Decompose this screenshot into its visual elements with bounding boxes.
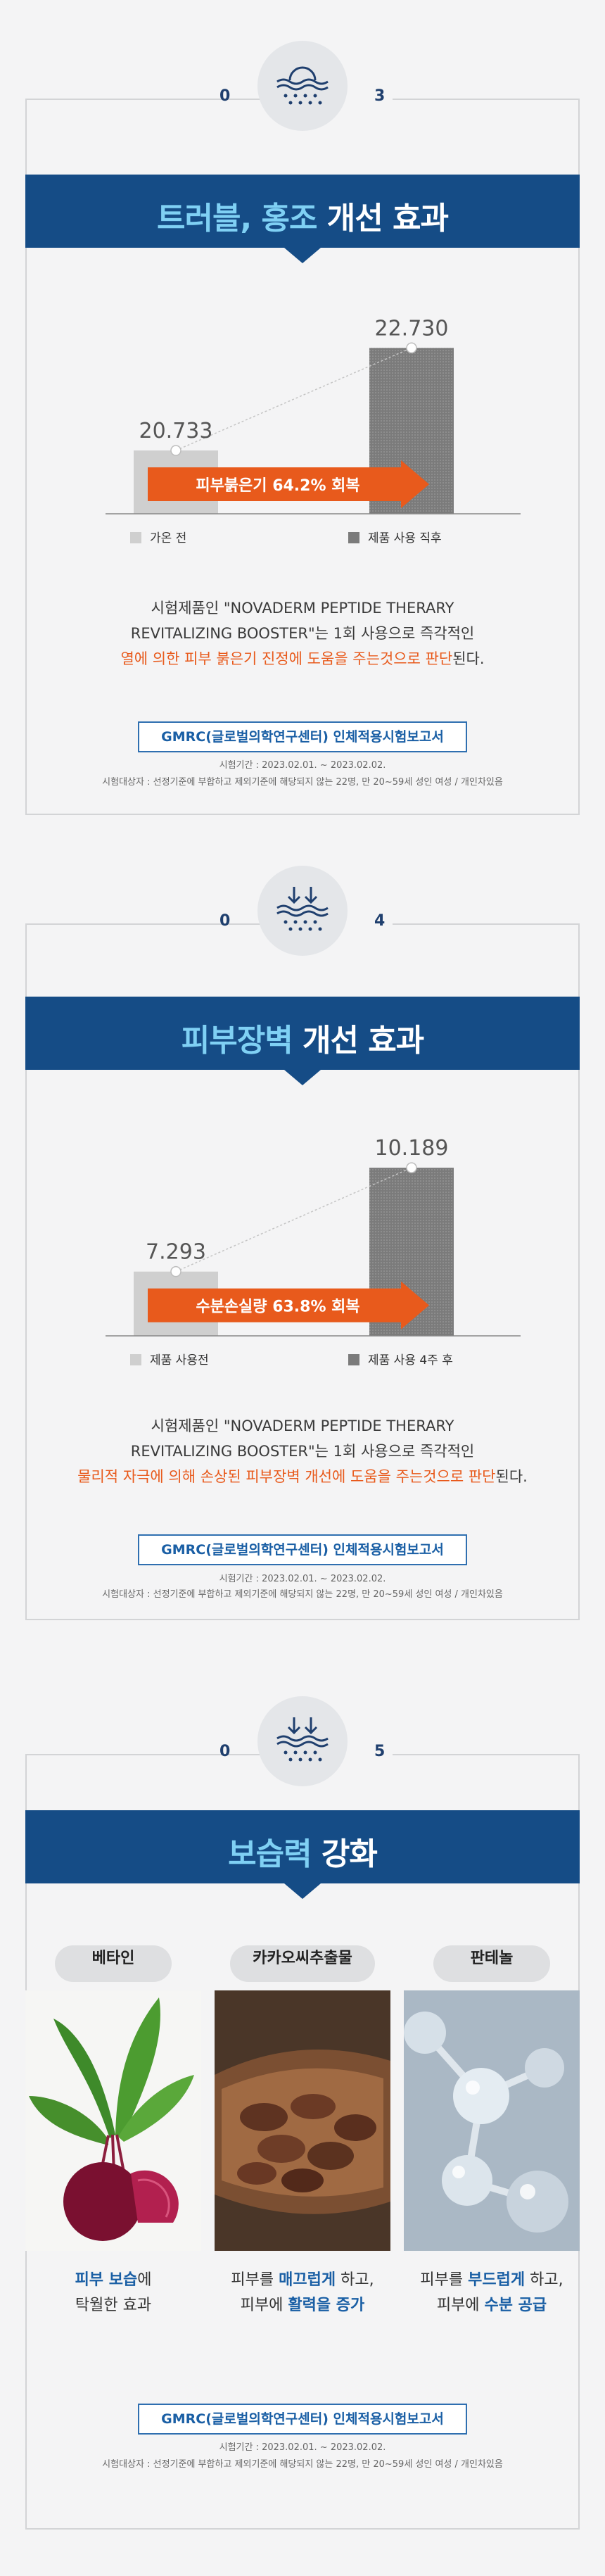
badge: [257, 866, 348, 956]
badge: [257, 1696, 348, 1786]
cacao-photo: [215, 1990, 390, 2251]
description: 시험제품인 "NOVADERM PEPTIDE THERARY REVITALI…: [120, 600, 485, 667]
trend-line: [175, 1167, 412, 1273]
section-05: 0 5 보습력 강화 베타인 피부 보습에: [0, 1654, 605, 2576]
value-label: 7.293: [146, 1240, 206, 1265]
section-title: 트러블, 홍조 개선 효과: [157, 201, 449, 236]
arrow-label: 수분손실량 63.8% 회복: [196, 1299, 359, 1316]
legend-swatch: [130, 1354, 141, 1365]
section-number-right: 3: [374, 87, 386, 105]
section-number-left: 0: [219, 1743, 231, 1760]
value-label: 20.733: [139, 419, 213, 443]
description: 시험제품인 "NOVADERM PEPTIDE THERARY REVITALI…: [77, 1418, 528, 1485]
category-label: 제품 사용 직후: [368, 531, 442, 545]
category-label: 제품 사용전: [150, 1353, 209, 1368]
legend-swatch: [348, 532, 359, 543]
arrow-label: 피부붉은기 64.2% 회복: [196, 477, 359, 495]
value-label: 22.730: [375, 316, 449, 341]
arrows-wave-icon: [276, 1717, 329, 1762]
section-title-banner: 피부장벽 개선 효과: [25, 997, 580, 1070]
betaine-photo: [25, 1990, 201, 2251]
ingredient-desc: 피부를 매끄럽게 하고, 피부에 활력을 증가: [231, 2271, 374, 2314]
arrows-wave-icon: [276, 887, 329, 931]
test-period: 시험기간 : 2023.02.01. ~ 2023.02.02.: [219, 2442, 386, 2453]
report-badge: GMRC(글로벌의학연구센터) 인체적용시험보고서: [138, 2404, 467, 2435]
test-period: 시험기간 : 2023.02.01. ~ 2023.02.02.: [219, 1574, 386, 1584]
section-number-left: 0: [219, 912, 231, 930]
category-label: 가온 전: [150, 531, 186, 545]
section-03: 0 3 트러블, 홍조 개선 효과 20.733 22.730 피부붉은기 64.2…: [0, 0, 605, 845]
data-point: [406, 1162, 417, 1173]
section-04: 0 4 피부장벽 개선 효과 7.293 10.189 수분손실량 63.8% 회복…: [0, 831, 605, 1675]
improvement-arrow: 피부붉은기 64.2% 회복: [148, 460, 429, 509]
value-label: 10.189: [375, 1136, 449, 1161]
test-subjects: 시험대상자 : 선정기준에 부합하고 제외기준에 해당되지 않는 22명, 만 …: [102, 1589, 503, 1600]
ingredient-desc: 피부 보습에 탁월한 효과: [75, 2271, 152, 2314]
report-badge: GMRC(글로벌의학연구센터) 인체적용시험보고서: [138, 1534, 467, 1565]
section-number-right: 4: [374, 912, 386, 930]
data-point: [406, 342, 417, 354]
section-title: 보습력 강화: [228, 1836, 378, 1872]
test-subjects: 시험대상자 : 선정기준에 부합하고 제외기준에 해당되지 않는 22명, 만 …: [102, 2459, 503, 2470]
trend-line: [175, 347, 412, 451]
ingredient-desc: 피부를 부드럽게 하고, 피부에 수분 공급: [420, 2271, 563, 2314]
section-number-left: 0: [219, 87, 231, 105]
section-title-banner: 보습력 강화: [25, 1810, 580, 1883]
section-title-banner: 트러블, 홍조 개선 효과: [25, 175, 580, 248]
category-label: 제품 사용 4주 후: [368, 1353, 453, 1368]
section-title: 피부장벽 개선 효과: [181, 1023, 424, 1059]
data-point: [170, 445, 182, 456]
data-point: [170, 1265, 182, 1277]
report-badge: GMRC(글로벌의학연구센터) 인체적용시험보고서: [138, 721, 467, 752]
section-number-right: 5: [374, 1743, 386, 1760]
ingredient-name: 베타인: [55, 1945, 172, 1982]
ingredient-name: 판테놀: [433, 1945, 550, 1982]
panthenol-photo: [404, 1990, 580, 2251]
sun-wave-icon: [276, 66, 329, 105]
test-period: 시험기간 : 2023.02.01. ~ 2023.02.02.: [219, 760, 386, 771]
badge: [257, 41, 348, 131]
legend-swatch: [130, 532, 141, 543]
ingredient-name: 카카오씨추출물: [230, 1945, 375, 1982]
ingredient-list: 베타인 피부 보습에 탁월한 효과 카카오씨추출물: [25, 1945, 580, 2340]
legend-swatch: [348, 1354, 359, 1365]
improvement-arrow: 수분손실량 63.8% 회복: [148, 1281, 429, 1330]
test-subjects: 시험대상자 : 선정기준에 부합하고 제외기준에 해당되지 않는 22명, 만 …: [102, 777, 503, 788]
